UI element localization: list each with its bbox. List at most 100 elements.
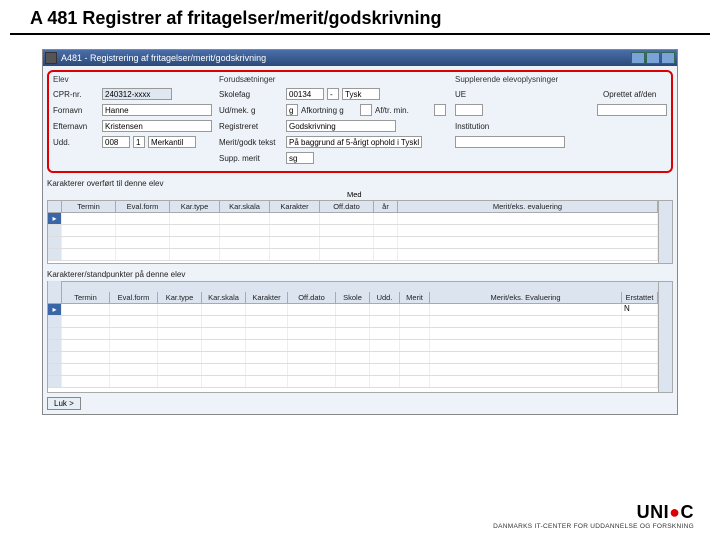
page-title: A 481 Registrer af fritagelser/merit/god…: [10, 0, 710, 35]
ue-label: UE: [455, 90, 501, 99]
cell: [288, 352, 336, 363]
table-row[interactable]: N: [48, 304, 658, 316]
g2-th-2: Kar.type: [158, 292, 202, 303]
cell: [288, 304, 336, 315]
cell: [170, 213, 220, 224]
afkort-input[interactable]: [360, 104, 372, 116]
afkt-input[interactable]: [434, 104, 446, 116]
cell: [110, 376, 158, 387]
table-row[interactable]: [48, 364, 658, 376]
row-header[interactable]: [48, 249, 62, 260]
row-header[interactable]: [48, 225, 62, 236]
cell: [370, 340, 400, 351]
cell: [370, 364, 400, 375]
skolefag3-input[interactable]: [342, 88, 380, 100]
cell: [202, 304, 246, 315]
table-row[interactable]: [48, 225, 658, 237]
cell: [398, 225, 658, 236]
cell: [288, 364, 336, 375]
app-icon: [45, 52, 57, 64]
cell: [336, 352, 370, 363]
row-header[interactable]: [48, 316, 62, 327]
table-row[interactable]: [48, 249, 658, 261]
cell: [220, 249, 270, 260]
supp-input[interactable]: [286, 152, 314, 164]
close-button[interactable]: [661, 52, 675, 64]
ue-input[interactable]: [455, 104, 483, 116]
minimize-button[interactable]: [631, 52, 645, 64]
cell: [336, 328, 370, 339]
cell: [400, 364, 430, 375]
grid2[interactable]: Termin Eval.form Kar.type Kar.skala Kara…: [47, 281, 673, 393]
cell: [400, 328, 430, 339]
inst-input[interactable]: [455, 136, 565, 148]
cell: [62, 225, 116, 236]
g2-th-10: Erstattet: [622, 292, 658, 303]
row-header[interactable]: [48, 364, 62, 375]
table-row[interactable]: [48, 352, 658, 364]
table-row[interactable]: [48, 340, 658, 352]
cell: [116, 225, 170, 236]
row-header[interactable]: [48, 237, 62, 248]
table-row[interactable]: [48, 328, 658, 340]
reg-input[interactable]: [286, 120, 396, 132]
udmek-input[interactable]: [286, 104, 298, 116]
cell: [62, 364, 110, 375]
cell: [62, 352, 110, 363]
cell: [398, 213, 658, 224]
grid1-scrollbar[interactable]: [658, 201, 672, 263]
maximize-button[interactable]: [646, 52, 660, 64]
table-row[interactable]: [48, 316, 658, 328]
row-header[interactable]: [48, 328, 62, 339]
protokol-input[interactable]: [286, 136, 422, 148]
grid2-scrollbar[interactable]: [658, 282, 672, 392]
row-header[interactable]: [48, 213, 62, 224]
udd3-input[interactable]: [148, 136, 196, 148]
cell: [246, 352, 288, 363]
cell: [170, 249, 220, 260]
cell: [62, 376, 110, 387]
g1-th-4: Karakter: [270, 201, 320, 212]
row-header[interactable]: [48, 352, 62, 363]
row-header[interactable]: [48, 376, 62, 387]
cell: [320, 249, 374, 260]
udmek-label: Ud/mek. g: [219, 106, 283, 115]
row-header[interactable]: [48, 304, 62, 315]
grid1[interactable]: Termin Eval.form Kar.type Kar.skala Kara…: [47, 200, 673, 264]
cell: [246, 328, 288, 339]
g2-th-3: Kar.skala: [202, 292, 246, 303]
grid2-title: Karakterer/standpunkter på denne elev: [47, 270, 673, 279]
cell: [62, 328, 110, 339]
row-header[interactable]: [48, 340, 62, 351]
cell: [246, 304, 288, 315]
udd-label: Udd.: [53, 138, 99, 147]
opret-input[interactable]: [597, 104, 667, 116]
cpr-input[interactable]: [102, 88, 172, 100]
skolefag1-input[interactable]: [286, 88, 324, 100]
skolefag2-input[interactable]: [327, 88, 339, 100]
cell: [430, 328, 622, 339]
cell: [62, 237, 116, 248]
udd1-input[interactable]: [102, 136, 130, 148]
cell-erstattet: N: [622, 304, 658, 315]
table-row[interactable]: [48, 237, 658, 249]
group-elev-label: Elev: [53, 75, 213, 84]
udd2-input[interactable]: [133, 136, 145, 148]
g1-th-5: Off.dato: [320, 201, 374, 212]
luk-button[interactable]: Luk >: [47, 397, 81, 410]
table-row[interactable]: [48, 376, 658, 388]
reg-label: Registreret: [219, 122, 283, 131]
efternavn-input[interactable]: [102, 120, 212, 132]
table-row[interactable]: [48, 213, 658, 225]
highlight-frame: Elev CPR-nr. Fornavn Efternavn Udd.: [47, 70, 673, 173]
cell: [62, 213, 116, 224]
cell: [430, 364, 622, 375]
cell: [288, 316, 336, 327]
cell: [370, 328, 400, 339]
g2-th-5: Off.dato: [288, 292, 336, 303]
cell-erstattet: [622, 352, 658, 363]
cell: [430, 316, 622, 327]
fornavn-input[interactable]: [102, 104, 212, 116]
grid1-title: Karakterer overført til denne elev: [47, 179, 673, 188]
cell: [320, 225, 374, 236]
